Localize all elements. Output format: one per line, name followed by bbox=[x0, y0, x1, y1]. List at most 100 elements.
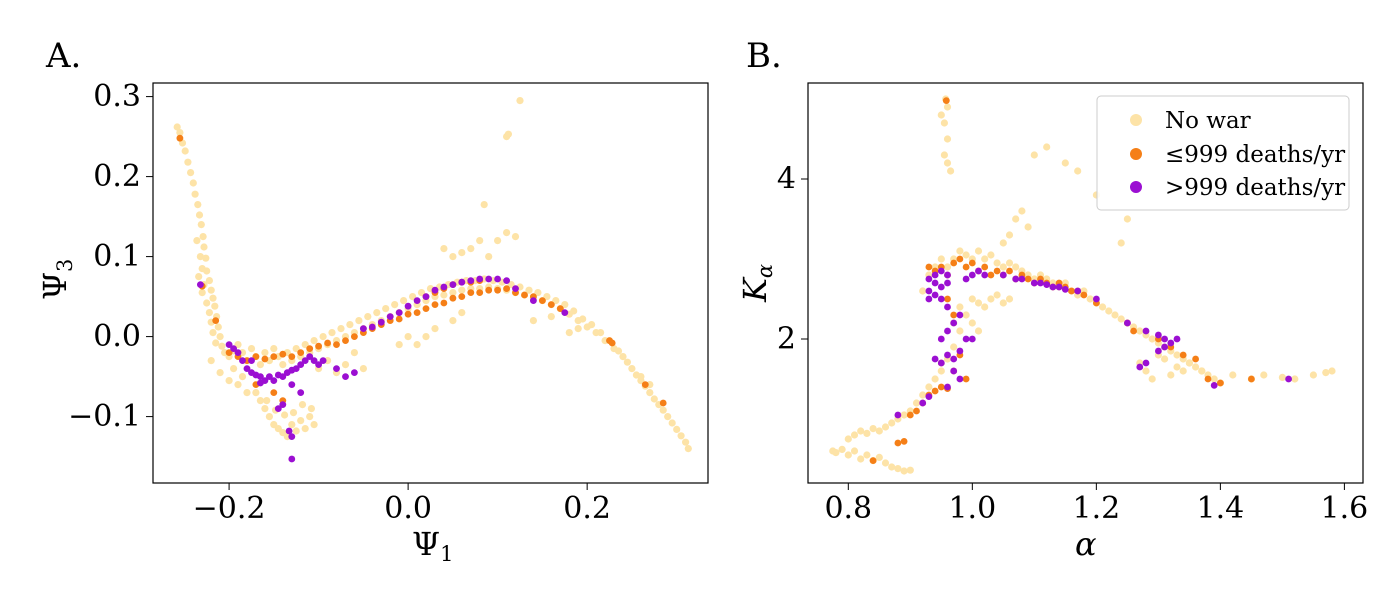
panel-b-xtick-label: 1.2 bbox=[1072, 491, 1120, 526]
point-low bbox=[962, 375, 970, 383]
point-high bbox=[1210, 382, 1218, 389]
point-high bbox=[956, 311, 964, 319]
point-no-war bbox=[943, 103, 952, 111]
point-high bbox=[1124, 319, 1131, 327]
point-no-war bbox=[511, 233, 520, 241]
point-high bbox=[422, 293, 430, 300]
point-high bbox=[925, 287, 933, 295]
point-no-war bbox=[993, 291, 1001, 299]
point-low bbox=[987, 271, 995, 279]
legend-marker-low-deaths bbox=[1130, 148, 1142, 160]
point-no-war bbox=[289, 409, 298, 417]
panel-b-x-ticks: 0.8 1.0 1.2 1.4 1.6 bbox=[824, 483, 1368, 526]
panel-a-label: A. bbox=[45, 36, 81, 76]
point-no-war bbox=[956, 303, 964, 311]
point-no-war bbox=[565, 329, 573, 337]
point-no-war bbox=[440, 245, 448, 253]
panel-a-xtick-label: 0.2 bbox=[563, 491, 611, 526]
point-low bbox=[494, 286, 501, 294]
point-high bbox=[1018, 275, 1026, 283]
point-low bbox=[404, 310, 412, 318]
point-no-war bbox=[1005, 295, 1014, 303]
point-no-war bbox=[919, 391, 927, 399]
point-low bbox=[306, 345, 314, 352]
point-no-war bbox=[1043, 143, 1051, 151]
point-low bbox=[440, 299, 448, 307]
point-no-war bbox=[650, 395, 658, 403]
point-low bbox=[962, 263, 970, 271]
point-high bbox=[944, 327, 951, 335]
point-no-war bbox=[431, 325, 439, 333]
point-no-war bbox=[561, 301, 569, 309]
point-high bbox=[306, 353, 314, 360]
point-no-war bbox=[205, 309, 213, 317]
point-no-war bbox=[947, 167, 955, 175]
point-no-war bbox=[925, 383, 933, 391]
point-high bbox=[315, 361, 322, 368]
point-no-war bbox=[1260, 371, 1268, 379]
point-no-war bbox=[1229, 371, 1237, 379]
point-low bbox=[913, 407, 920, 415]
point-no-war bbox=[987, 251, 995, 259]
point-low bbox=[1217, 379, 1224, 387]
point-no-war bbox=[1111, 311, 1119, 319]
point-no-war bbox=[1012, 215, 1020, 223]
point-high bbox=[931, 355, 939, 363]
point-no-war bbox=[209, 329, 217, 337]
point-no-war bbox=[682, 438, 690, 446]
panel-a: A. −0.2 0.0 0.2 −0.1 0.0 0.1 0.2 0.3 bbox=[36, 36, 709, 566]
point-no-war bbox=[919, 287, 927, 295]
point-no-war bbox=[968, 295, 976, 303]
point-no-war bbox=[588, 321, 596, 329]
point-no-war bbox=[400, 297, 408, 305]
point-low bbox=[1130, 327, 1137, 335]
point-no-war bbox=[962, 311, 970, 319]
point-low bbox=[351, 333, 358, 340]
point-no-war bbox=[1005, 259, 1014, 267]
point-no-war bbox=[480, 201, 488, 209]
point-high bbox=[274, 405, 282, 412]
point-no-war bbox=[341, 361, 350, 369]
point-no-war bbox=[962, 251, 970, 259]
point-high bbox=[962, 335, 970, 343]
point-high bbox=[962, 275, 970, 283]
point-no-war bbox=[547, 313, 555, 321]
point-low bbox=[547, 301, 555, 308]
point-low bbox=[539, 297, 546, 304]
panel-a-xlabel: Ψ1 bbox=[412, 525, 453, 566]
point-low bbox=[503, 285, 510, 292]
panel-a-ytick-label: 0.1 bbox=[93, 239, 141, 274]
point-high bbox=[319, 357, 327, 364]
point-no-war bbox=[628, 365, 636, 373]
point-no-war bbox=[288, 421, 296, 429]
point-no-war bbox=[1291, 375, 1299, 383]
point-no-war bbox=[467, 245, 475, 253]
point-no-war bbox=[187, 169, 195, 177]
point-high bbox=[1173, 335, 1181, 343]
point-low bbox=[869, 457, 877, 464]
point-no-war bbox=[1005, 231, 1014, 239]
point-no-war bbox=[931, 375, 939, 383]
point-no-war bbox=[857, 455, 865, 463]
point-high bbox=[944, 383, 951, 391]
point-low bbox=[942, 97, 950, 104]
point-low bbox=[458, 293, 466, 300]
point-no-war bbox=[197, 221, 205, 229]
point-high bbox=[512, 285, 519, 292]
point-no-war bbox=[1086, 295, 1094, 303]
point-high bbox=[1167, 339, 1175, 347]
point-no-war bbox=[937, 255, 945, 263]
point-no-war bbox=[440, 291, 448, 299]
point-no-war bbox=[205, 277, 213, 285]
point-high bbox=[404, 302, 412, 310]
point-high bbox=[999, 271, 1007, 279]
point-high bbox=[1061, 286, 1069, 293]
point-low bbox=[894, 439, 902, 447]
point-high bbox=[342, 373, 349, 380]
point-no-war bbox=[449, 253, 457, 261]
point-no-war bbox=[417, 289, 426, 297]
point-no-war bbox=[881, 459, 890, 467]
point-no-war bbox=[1309, 371, 1317, 379]
point-no-war bbox=[974, 327, 983, 335]
